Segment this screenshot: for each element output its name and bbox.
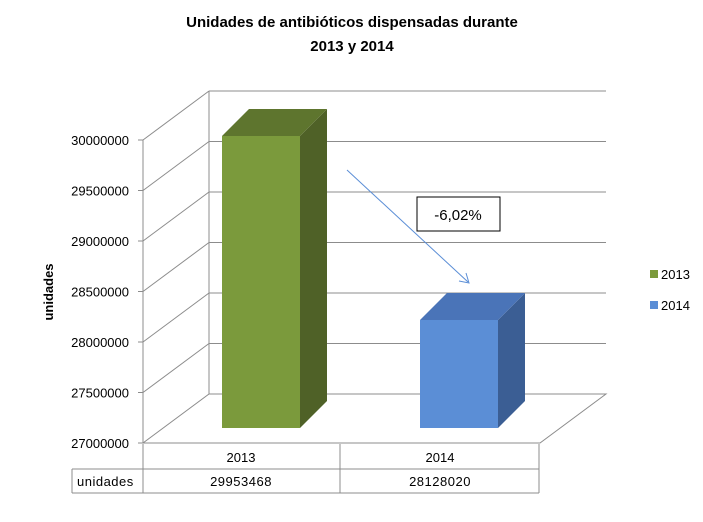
y-tick-label: 27500000 bbox=[71, 386, 129, 401]
table-header-2014: 2014 bbox=[426, 450, 455, 465]
table-header-2013: 2013 bbox=[227, 450, 256, 465]
gridline-side bbox=[142, 191, 210, 242]
bar-2013-top bbox=[222, 109, 327, 136]
gridlines bbox=[142, 90, 606, 393]
table-value-2014: 28128020 bbox=[409, 474, 471, 489]
annotation-box: -6,02% bbox=[416, 196, 501, 232]
gridline-side bbox=[142, 343, 210, 393]
plot-frame bbox=[141, 91, 608, 444]
legend-swatch-2013 bbox=[650, 270, 658, 278]
table-value-2013: 29953468 bbox=[210, 474, 272, 489]
y-axis-label: unidades bbox=[41, 263, 56, 320]
legend-label-2014: 2014 bbox=[661, 298, 690, 313]
bars bbox=[222, 109, 525, 428]
y-tick-label: 30000000 bbox=[71, 133, 129, 148]
gridline-side bbox=[142, 90, 210, 141]
gridline-side bbox=[142, 242, 210, 292]
y-axis-ticks: 30000000 29500000 29000000 28500000 28000000… bbox=[71, 133, 143, 451]
y-tick-label: 27000000 bbox=[71, 436, 129, 451]
bar-2014-side bbox=[498, 293, 525, 428]
table-row-label: unidades bbox=[77, 474, 134, 489]
y-tick-label: 28000000 bbox=[71, 335, 129, 350]
trend-arrow bbox=[346, 169, 470, 284]
bar-2013 bbox=[222, 136, 300, 428]
legend-swatch-2014 bbox=[650, 301, 658, 309]
legend: 2013 2014 bbox=[650, 267, 690, 313]
y-tick-label: 29000000 bbox=[71, 234, 129, 249]
chart-title-line2: 2013 y 2014 bbox=[310, 38, 394, 55]
bar-2014-top bbox=[420, 293, 525, 320]
gridline-side bbox=[142, 141, 210, 191]
gridline-side bbox=[142, 292, 210, 343]
bar-2013-side bbox=[300, 109, 327, 428]
data-table: 2013 2014 unidades 29953468 28128020 bbox=[71, 444, 540, 494]
y-tick-label: 29500000 bbox=[71, 184, 129, 199]
bar-2014 bbox=[420, 320, 498, 428]
floor bbox=[141, 393, 608, 444]
annotation-label: -6,02% bbox=[434, 207, 482, 224]
legend-label-2013: 2013 bbox=[661, 267, 690, 282]
y-tick-label: 28500000 bbox=[71, 285, 129, 300]
chart-title-line1: Unidades de antibióticos dispensadas dur… bbox=[186, 14, 518, 31]
